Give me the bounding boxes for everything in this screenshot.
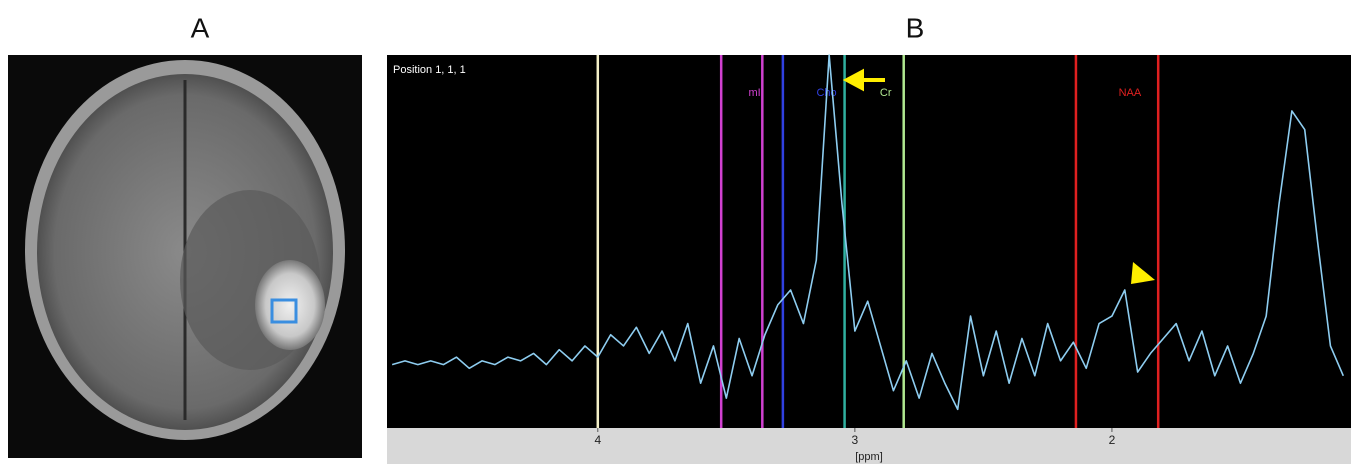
x-tick-label: 2 — [1109, 433, 1116, 447]
mri-image — [8, 55, 362, 458]
lesion — [255, 260, 325, 350]
plot-area — [387, 55, 1351, 428]
marker-label: mI — [748, 87, 760, 99]
panel-label: B — [906, 12, 925, 43]
x-tick-label: 4 — [594, 433, 601, 447]
marker-label: NAA — [1119, 87, 1142, 99]
marker-label: Cr — [880, 87, 892, 99]
x-axis-label: [ppm] — [855, 451, 883, 463]
panel-label: A — [191, 12, 210, 43]
x-tick-label: 3 — [852, 433, 859, 447]
annotation: Position 1, 1, 1 — [393, 64, 466, 76]
figure: A B Position 1, 1, 1 [ppm] mIChoCrNAA432 — [0, 0, 1357, 464]
